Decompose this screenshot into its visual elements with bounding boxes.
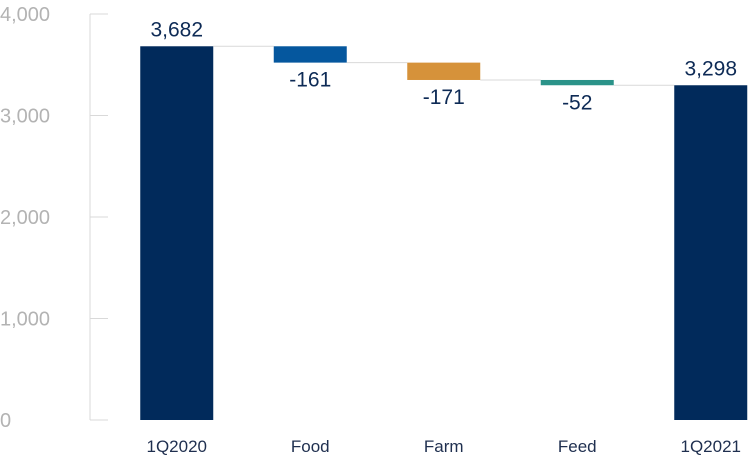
value-label-feed: -52	[562, 91, 592, 114]
y-tick-label: 3,000	[0, 106, 50, 128]
x-tick-label-feed: Feed	[558, 437, 597, 456]
bar-1q2021	[674, 85, 748, 421]
x-tick-label-1q2021: 1Q2021	[681, 437, 742, 456]
bar-1q2020	[140, 46, 214, 420]
y-axis: 0 1,000 2,000 3,000 4,000	[0, 4, 108, 432]
bars	[140, 46, 748, 421]
x-tick-label-food: Food	[291, 437, 330, 456]
x-tick-label-1q2020: 1Q2020	[147, 437, 208, 456]
bar-feed	[540, 79, 614, 86]
y-tick-label: 2,000	[0, 207, 50, 229]
bar-food	[273, 46, 347, 63]
y-tick-label: 1,000	[0, 309, 50, 331]
value-label-farm: -171	[423, 86, 465, 109]
value-label-food: -161	[289, 69, 331, 92]
bar-farm	[407, 62, 481, 80]
y-tick-label: 0	[0, 410, 11, 432]
x-axis-labels: 1Q2020 Food Farm Feed 1Q2021	[147, 437, 742, 456]
y-tick-label: 4,000	[0, 4, 50, 26]
x-tick-label-farm: Farm	[424, 437, 464, 456]
connector-lines	[213, 45, 675, 86]
value-label-1q2020: 3,682	[150, 18, 203, 41]
value-labels: 3,682 -161 -171 -52 3,298	[150, 18, 737, 114]
value-label-1q2021: 3,298	[684, 57, 737, 80]
